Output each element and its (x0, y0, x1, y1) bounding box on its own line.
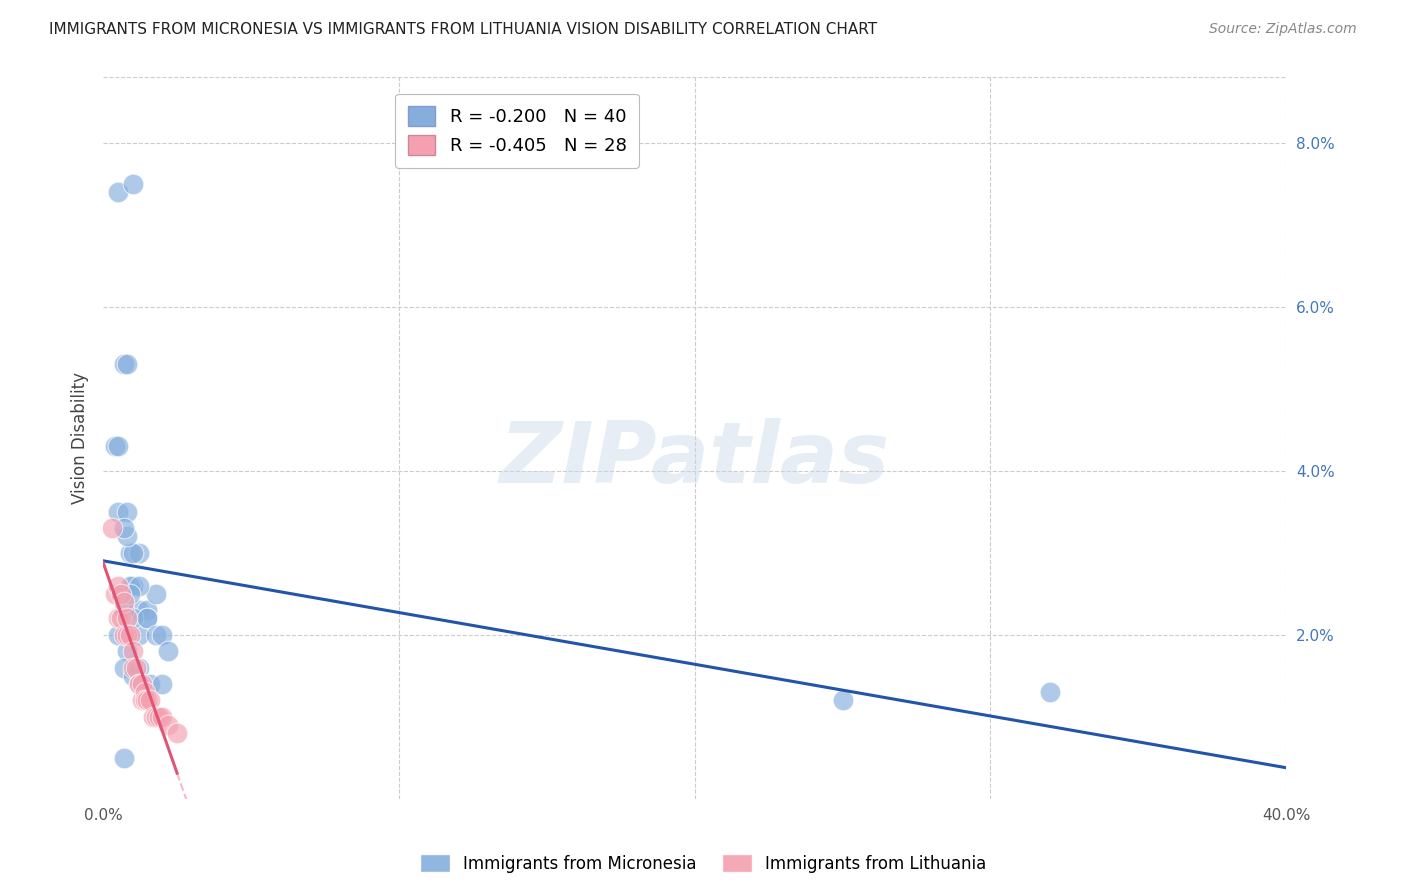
Point (128, 628, 150, 642)
Point (107, 185, 129, 199)
Point (121, 177, 143, 191)
Point (150, 677, 173, 691)
Point (128, 546, 150, 560)
Point (121, 546, 143, 560)
Point (128, 660, 150, 674)
Point (118, 628, 141, 642)
Point (121, 660, 143, 674)
Point (115, 611, 138, 625)
Point (128, 579, 150, 593)
Point (131, 693, 153, 707)
Point (128, 603, 150, 617)
Point (121, 611, 143, 625)
Point (110, 611, 132, 625)
Point (131, 677, 153, 691)
Point (112, 751, 135, 765)
Point (139, 677, 162, 691)
Point (112, 587, 135, 601)
Point (104, 439, 127, 453)
Point (136, 693, 159, 707)
Point (136, 603, 159, 617)
Legend: Immigrants from Micronesia, Immigrants from Lithuania: Immigrants from Micronesia, Immigrants f… (413, 847, 993, 880)
Point (112, 603, 135, 617)
Point (124, 660, 146, 674)
Point (157, 644, 180, 658)
Point (136, 611, 159, 625)
Point (115, 529, 138, 543)
Text: ZIPatlas: ZIPatlas (499, 418, 890, 501)
Point (150, 628, 173, 642)
Y-axis label: Vision Disability: Vision Disability (72, 372, 89, 504)
Point (107, 611, 129, 625)
Point (118, 546, 141, 560)
Point (115, 628, 138, 642)
Point (112, 521, 135, 535)
Point (145, 587, 167, 601)
Point (128, 677, 150, 691)
Text: IMMIGRANTS FROM MICRONESIA VS IMMIGRANTS FROM LITHUANIA VISION DISABILITY CORREL: IMMIGRANTS FROM MICRONESIA VS IMMIGRANTS… (49, 22, 877, 37)
Point (104, 587, 127, 601)
Legend: R = -0.200   N = 40, R = -0.405   N = 28: R = -0.200 N = 40, R = -0.405 N = 28 (395, 94, 640, 168)
Point (134, 685, 156, 699)
Point (139, 693, 162, 707)
Point (166, 726, 188, 740)
Point (115, 505, 138, 519)
Point (142, 710, 165, 724)
Point (107, 439, 129, 453)
Point (115, 357, 138, 371)
Text: Source: ZipAtlas.com: Source: ZipAtlas.com (1209, 22, 1357, 37)
Point (118, 579, 141, 593)
Point (145, 628, 167, 642)
Point (107, 628, 129, 642)
Point (110, 587, 132, 601)
Point (150, 710, 173, 724)
Point (107, 505, 129, 519)
Point (145, 710, 167, 724)
Point (121, 579, 143, 593)
Point (101, 521, 124, 535)
Point (134, 693, 156, 707)
Point (110, 587, 132, 601)
Point (148, 710, 170, 724)
Point (121, 644, 143, 658)
Point (1038, 685, 1060, 699)
Point (112, 660, 135, 674)
Point (115, 644, 138, 658)
Point (112, 357, 135, 371)
Point (112, 595, 135, 609)
Point (112, 628, 135, 642)
Point (831, 693, 853, 707)
Point (157, 718, 180, 732)
Point (107, 579, 129, 593)
Point (128, 677, 150, 691)
Point (136, 611, 159, 625)
Point (121, 669, 143, 683)
Point (118, 587, 141, 601)
